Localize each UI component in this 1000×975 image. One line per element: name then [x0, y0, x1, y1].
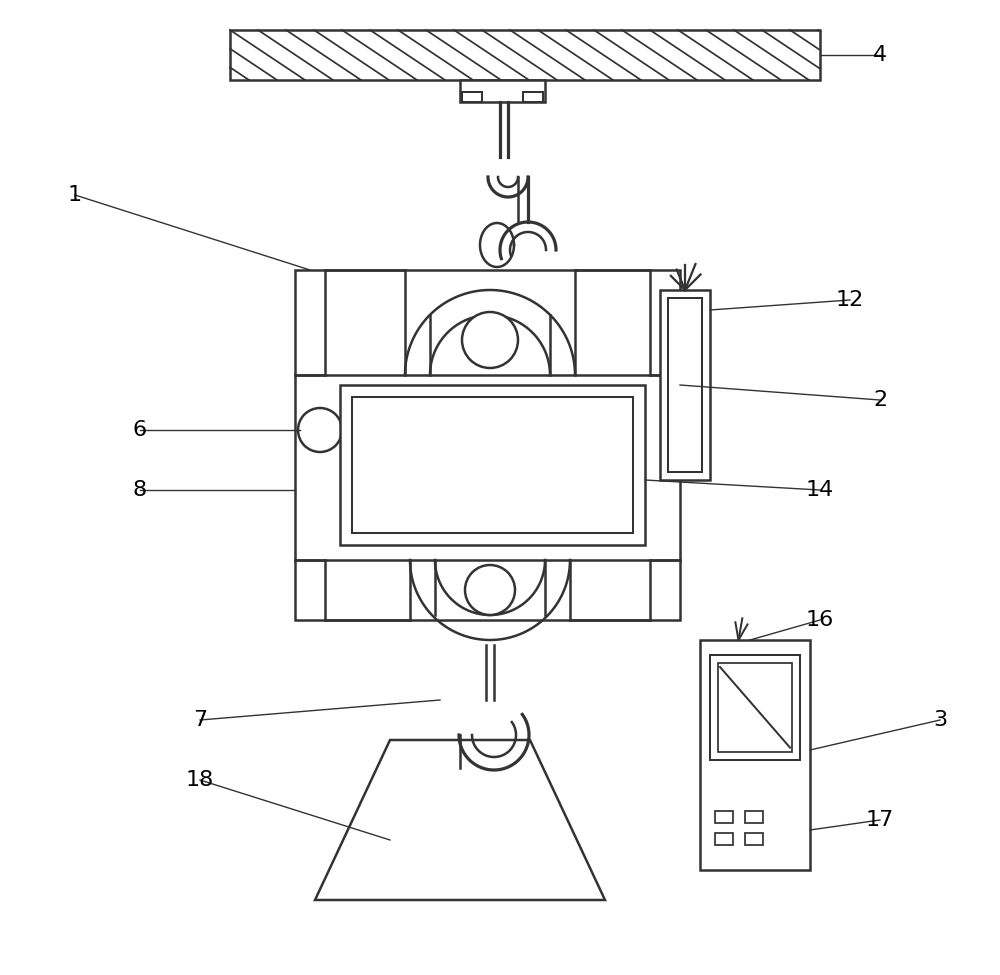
Text: 6: 6 [133, 420, 147, 440]
Bar [462, 92, 482, 102]
Text: 12: 12 [836, 290, 864, 310]
Bar [295, 270, 680, 620]
Polygon shape [315, 740, 605, 900]
Bar [523, 92, 543, 102]
Text: 16: 16 [806, 610, 834, 630]
Circle shape [465, 565, 515, 615]
Bar [660, 290, 710, 480]
Bar [715, 833, 733, 845]
Text: 3: 3 [933, 710, 947, 730]
Text: 0.0  cm: 0.0 cm [451, 497, 534, 516]
Text: 1: 1 [68, 185, 82, 205]
Bar [745, 811, 763, 823]
Text: 4: 4 [873, 45, 887, 65]
Bar [340, 385, 645, 545]
Text: 0.0  kg: 0.0 kg [451, 454, 534, 473]
Bar [745, 833, 763, 845]
Bar [668, 298, 702, 472]
Bar [460, 80, 545, 102]
Circle shape [298, 408, 342, 452]
Text: 17: 17 [866, 810, 894, 830]
Text: 14: 14 [806, 480, 834, 500]
Text: 7: 7 [193, 710, 207, 730]
Text: 2: 2 [873, 390, 887, 410]
Bar [715, 811, 733, 823]
Text: 8: 8 [133, 480, 147, 500]
Bar [718, 663, 792, 752]
Bar [710, 655, 800, 760]
Text: 23:59  59: 23:59 59 [440, 410, 545, 430]
Circle shape [462, 312, 518, 368]
Bar [700, 640, 810, 870]
Bar [230, 30, 820, 80]
Bar [352, 397, 633, 533]
Text: 18: 18 [186, 770, 214, 790]
